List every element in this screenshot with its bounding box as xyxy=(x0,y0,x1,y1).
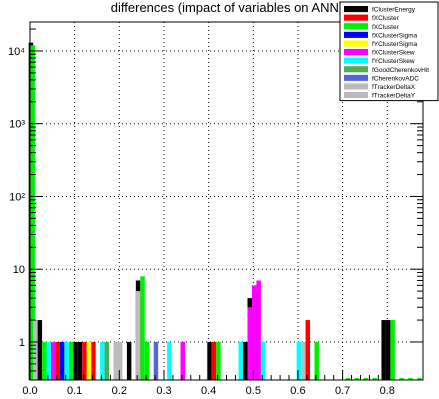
bar xyxy=(135,291,141,380)
bar xyxy=(55,341,60,380)
x-tick-label: 0.2 xyxy=(112,385,127,397)
bar xyxy=(82,341,87,380)
legend-label: fXClusterSigma xyxy=(372,32,418,39)
bar xyxy=(144,341,150,380)
bar xyxy=(305,320,311,380)
bar xyxy=(296,341,302,380)
legend-swatch xyxy=(344,6,368,13)
y-tick-label: 10 xyxy=(13,264,25,276)
bar xyxy=(77,341,83,380)
bar xyxy=(104,341,110,380)
bar xyxy=(153,341,159,380)
bar xyxy=(399,377,404,380)
bar xyxy=(372,377,378,380)
chart-title: differences (impact of variables on ANN) xyxy=(111,0,343,15)
bar xyxy=(100,341,105,380)
legend-swatch xyxy=(344,23,368,30)
bar xyxy=(33,320,38,380)
legend-label: fYClusterSkew xyxy=(372,58,415,65)
x-tick-label: 0.1 xyxy=(67,385,82,397)
x-tick-label: 0.0 xyxy=(22,385,37,397)
legend-swatch xyxy=(344,14,368,21)
y-tick-label: 10² xyxy=(9,191,25,203)
legend-label: fXClusterSkew xyxy=(372,50,415,57)
bar xyxy=(216,341,221,380)
bar xyxy=(247,307,252,380)
bar xyxy=(390,320,395,380)
legend-swatch xyxy=(344,31,368,38)
bar xyxy=(68,341,74,380)
legend-label: fXCluster xyxy=(372,15,400,22)
bar xyxy=(207,341,212,380)
legend-label: fTrackerDeltaX xyxy=(372,84,416,91)
bar xyxy=(91,341,96,380)
grid xyxy=(29,22,423,380)
bar xyxy=(408,377,413,380)
legend-swatch xyxy=(344,40,368,47)
bar xyxy=(385,320,391,380)
bar xyxy=(251,285,257,380)
bar xyxy=(211,341,217,380)
x-tick-label: 0.8 xyxy=(380,385,395,397)
bar xyxy=(180,341,185,380)
legend-label: fTrackerDeltaY xyxy=(372,93,416,100)
bar xyxy=(59,341,65,380)
legend-label: fGoodCherenkovHit xyxy=(372,67,429,74)
bar xyxy=(42,341,47,380)
legend-label: fClusterEnergy xyxy=(372,7,416,14)
bar xyxy=(73,341,78,380)
legend: fClusterEnergyfXClusterfXClusterfXCluste… xyxy=(339,1,439,102)
bar xyxy=(260,341,266,380)
bar xyxy=(381,320,386,380)
legend-label: fXCluster xyxy=(372,24,400,31)
legend-label: fYClusterSigma xyxy=(372,41,418,48)
bar xyxy=(126,341,132,380)
y-tick-label: 10⁴ xyxy=(8,46,25,58)
bar xyxy=(417,377,422,380)
bar xyxy=(113,341,118,380)
x-tick-label: 0.3 xyxy=(156,385,171,397)
bar xyxy=(167,341,172,380)
bar xyxy=(314,341,319,380)
legend-swatch xyxy=(344,57,368,64)
bar xyxy=(345,377,351,380)
legend-swatch xyxy=(344,92,368,99)
bar xyxy=(86,341,92,380)
bar xyxy=(117,341,123,380)
bar xyxy=(50,341,56,380)
y-tick-label: 10³ xyxy=(9,119,25,131)
bar xyxy=(256,280,261,380)
legend-swatch xyxy=(344,74,368,81)
legend-label: fCherenkovADC xyxy=(372,75,419,82)
bar xyxy=(301,341,306,380)
bar xyxy=(37,320,43,380)
axes: 0.0 0.1 0.2 0.3 0.4 0.5 0.6 0.7 0.8 1 10 10² 10³ 10⁴ xyxy=(8,28,423,397)
x-tick-label: 0.6 xyxy=(290,385,305,397)
bar xyxy=(46,341,51,380)
y-tick-label: 1 xyxy=(19,337,25,349)
legend-swatch xyxy=(344,66,368,73)
legend-swatch xyxy=(344,83,368,90)
x-tick-label: 0.7 xyxy=(335,385,350,397)
x-tick-label: 0.5 xyxy=(246,385,261,397)
bar xyxy=(140,276,145,380)
legend-swatch xyxy=(344,49,368,56)
bar xyxy=(64,341,69,380)
bar xyxy=(243,341,248,380)
x-tick-label: 0.4 xyxy=(201,385,216,397)
bar xyxy=(363,377,369,380)
bar xyxy=(354,377,360,380)
bar xyxy=(238,341,244,380)
